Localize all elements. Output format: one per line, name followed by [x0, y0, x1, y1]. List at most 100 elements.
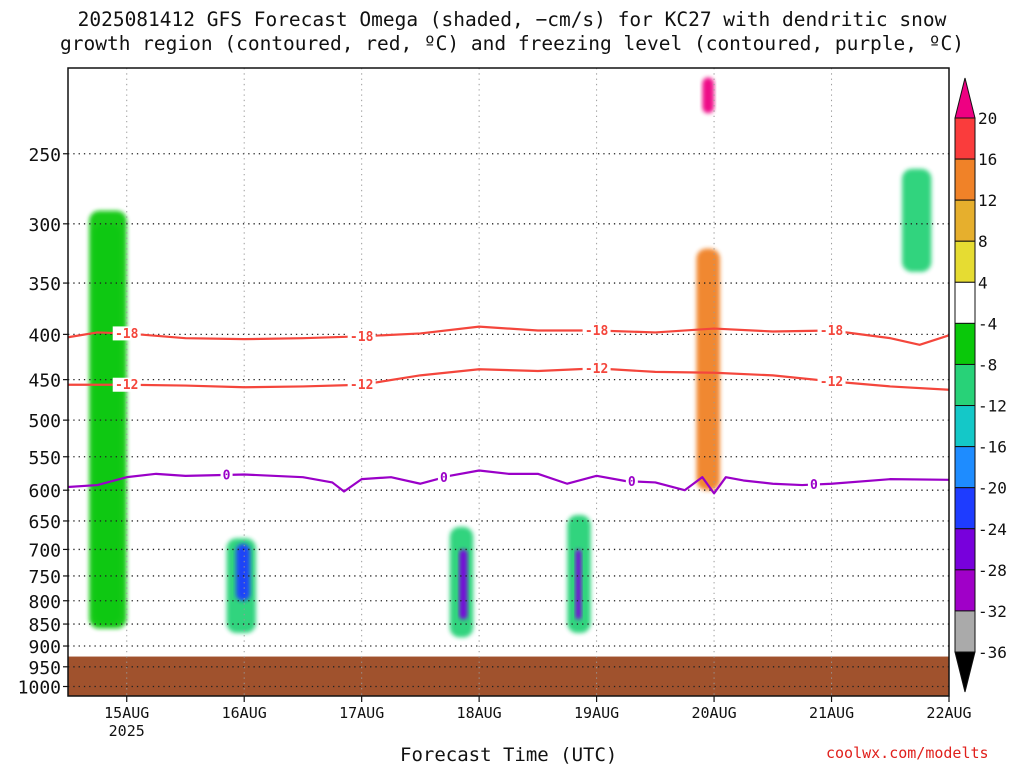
- colorbar-label: -24: [978, 520, 1007, 539]
- contour-label-bg: [807, 477, 820, 492]
- colorbar-segment: [954, 281, 976, 324]
- contour-label-bg: [817, 374, 846, 389]
- y-tick-label: 850: [28, 615, 61, 636]
- colorbar-segment: [954, 117, 976, 160]
- x-tick-label: 15AUG: [104, 704, 149, 722]
- y-tick-label: 1000: [18, 678, 61, 699]
- colorbar-segment: [954, 322, 976, 365]
- x-tick-label: 18AUG: [457, 704, 502, 722]
- y-tick-label: 450: [28, 371, 61, 392]
- colorbar-label: -28: [978, 561, 1007, 580]
- omega-region-9: [702, 77, 715, 114]
- colorbar-segment: [954, 446, 976, 489]
- contour-label: -18: [820, 324, 844, 339]
- contour-label: -18: [350, 330, 374, 345]
- omega-shading: [89, 77, 932, 638]
- contour-label: -18: [585, 324, 609, 339]
- colorbar-segment: [954, 569, 976, 612]
- x-tick-label: 20AUG: [691, 704, 736, 722]
- contour-label: 0: [628, 475, 636, 490]
- contour-label-bg: [582, 361, 611, 376]
- contour-line-2: [67, 469, 950, 495]
- contour-line-1: [68, 367, 950, 391]
- omega-region-5: [459, 549, 468, 620]
- colorbar-segment: [954, 528, 976, 571]
- plot-frame: [67, 67, 950, 697]
- colorbar-segment: [954, 240, 976, 283]
- colorbar-label: -32: [978, 602, 1007, 621]
- colorbar-label: -20: [978, 479, 1007, 498]
- colorbar-segment: [954, 158, 976, 201]
- colorbar-label: 20: [978, 109, 997, 128]
- y-tick-label: 950: [28, 658, 61, 679]
- colorbar-label: -4: [978, 314, 997, 333]
- y-tick-label: 650: [28, 512, 61, 533]
- omega-region-10: [902, 168, 932, 272]
- y-tick-label: 750: [28, 567, 61, 588]
- contour-label: 0: [440, 471, 448, 486]
- y-tick-label: 500: [28, 411, 61, 432]
- contour-lines: -18 -18 -18 -18 -12 -12 -12 -12 0 0 0 0: [67, 323, 950, 495]
- y-tick-label: 250: [28, 145, 61, 166]
- contour-label: -12: [115, 378, 138, 393]
- contour-label-bg: [347, 377, 376, 392]
- title-line-2: growth region (contoured, red, ºC) and f…: [60, 32, 964, 55]
- colorbar-segment: [954, 487, 976, 530]
- ground-region: [68, 656, 949, 696]
- x-tick-label: 22AUG: [926, 704, 971, 722]
- omega-colorbar: 20 16 12 8 4 -4 -8 -12 -16 -20 -24 -28 -32 -36: [954, 77, 1007, 693]
- contour-label-bg: [625, 474, 638, 489]
- x-tick-label: 17AUG: [339, 704, 384, 722]
- contour-label-bg: [347, 329, 376, 344]
- y-tick-label: 700: [28, 540, 61, 561]
- colorbar-label: -16: [978, 438, 1007, 457]
- x-tick-label: 21AUG: [809, 704, 854, 722]
- pressure-axis: 2503003504004505005506006507007508008509…: [18, 145, 68, 699]
- plot-background: [68, 68, 949, 696]
- y-tick-label: 400: [28, 325, 61, 346]
- colorbar-label: -36: [978, 643, 1007, 662]
- title-line-1: 2025081412 GFS Forecast Omega (shaded, −…: [77, 8, 947, 31]
- contour-label: -12: [820, 375, 843, 390]
- colorbar-segment: [954, 199, 976, 242]
- y-tick-label: 600: [28, 481, 61, 502]
- colorbar-label: -12: [978, 397, 1007, 416]
- y-tick-label: 900: [28, 637, 61, 658]
- contour-label-bg: [112, 326, 141, 341]
- contour-label-bg: [582, 323, 611, 338]
- omega-region-8: [696, 248, 720, 491]
- x-tick-label: 19AUG: [574, 704, 619, 722]
- colorbar-label: 12: [978, 191, 997, 210]
- contour-label-bg: [112, 377, 141, 392]
- y-tick-label: 550: [28, 448, 61, 469]
- colorbar-segment: [954, 77, 976, 119]
- contour-label-bg: [817, 323, 846, 338]
- y-tick-label: 800: [28, 592, 61, 613]
- omega-region-7: [575, 549, 582, 620]
- y-tick-label: 350: [28, 274, 61, 295]
- x-tick-label: 16AUG: [222, 704, 267, 722]
- colorbar-segment: [954, 363, 976, 407]
- colorbar-label: -8: [978, 355, 997, 374]
- y-tick-label: 300: [28, 215, 61, 236]
- credit-link[interactable]: coolwx.com/modelts: [826, 744, 989, 762]
- colorbar-label: 16: [978, 150, 997, 169]
- colorbar-segment: [954, 610, 976, 653]
- omega-region-1: [89, 210, 127, 629]
- contour-label-bg: [220, 467, 233, 482]
- omega-region-3: [235, 543, 251, 601]
- colorbar-segment: [954, 651, 976, 693]
- contour-label: -12: [350, 378, 373, 393]
- contour-label: 0: [223, 468, 231, 483]
- x-tick-sublabel: 2025: [109, 722, 145, 740]
- contour-label: -18: [115, 327, 139, 342]
- colorbar-label: 8: [978, 232, 988, 251]
- colorbar-label: 4: [978, 273, 988, 292]
- colorbar-segment: [954, 405, 976, 448]
- x-axis-label: Forecast Time (UTC): [400, 744, 618, 766]
- contour-label-bg: [437, 470, 450, 485]
- contour-label: 0: [810, 478, 818, 493]
- contour-label: -12: [585, 362, 608, 377]
